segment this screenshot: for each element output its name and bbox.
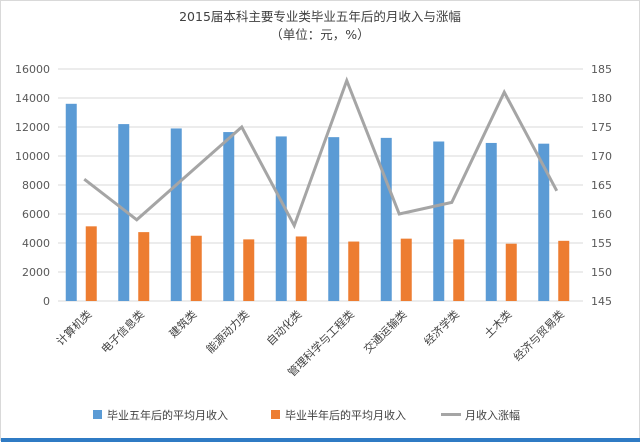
category-label: 自动化类 <box>263 307 304 348</box>
left-tick-label: 2000 <box>22 266 50 279</box>
right-tick-label: 165 <box>591 179 612 192</box>
right-tick-label: 155 <box>591 237 612 250</box>
bar-five-year-income <box>328 137 340 301</box>
right-tick-label: 175 <box>591 121 612 134</box>
category-label: 计算机类 <box>53 307 94 348</box>
gridlines <box>58 68 583 302</box>
right-tick-label: 185 <box>591 63 612 76</box>
bar-half-year-income <box>348 241 360 301</box>
left-tick-label: 14000 <box>15 92 50 105</box>
right-axis-ticks: 145 150 155 160 165 170 175 180 185 <box>591 63 612 308</box>
left-tick-label: 0 <box>43 295 50 308</box>
bottom-accent-strip <box>1 438 640 442</box>
bar-five-year-income <box>170 128 182 301</box>
category-label: 交通运输类 <box>361 307 410 356</box>
bars <box>65 103 570 301</box>
left-tick-label: 4000 <box>22 237 50 250</box>
bar-half-year-income <box>190 235 202 301</box>
left-tick-label: 16000 <box>15 63 50 76</box>
legend-five-year-swatch <box>93 410 102 419</box>
left-tick-label: 12000 <box>15 121 50 134</box>
legend-half-year-label: 毕业半年后的平均月收入 <box>285 408 406 422</box>
bar-half-year-income <box>295 236 307 301</box>
bar-five-year-income <box>275 136 287 301</box>
category-label: 经济与贸易类 <box>510 307 567 364</box>
bar-five-year-income <box>538 143 550 301</box>
bar-five-year-income <box>223 132 235 301</box>
right-tick-label: 150 <box>591 266 612 279</box>
bar-half-year-income <box>243 239 255 301</box>
chart-title: 2015届本科主要专业类毕业五年后的月收入与涨幅 <box>179 9 461 24</box>
right-tick-label: 145 <box>591 295 612 308</box>
chart-subtitle: （单位：元，%） <box>270 27 369 42</box>
left-axis-ticks: 0 2000 4000 6000 8000 10000 12000 14000 16000 <box>15 63 50 308</box>
bar-five-year-income <box>65 103 77 301</box>
left-tick-label: 10000 <box>15 150 50 163</box>
category-label: 土木类 <box>481 307 514 340</box>
legend-half-year-swatch <box>271 410 280 419</box>
bar-half-year-income <box>453 239 465 301</box>
bar-five-year-income <box>380 137 392 301</box>
bar-half-year-income <box>505 243 517 301</box>
category-label: 建筑类 <box>166 307 199 340</box>
legend-five-year-label: 毕业五年后的平均月收入 <box>107 408 228 422</box>
right-tick-label: 180 <box>591 92 612 105</box>
bar-five-year-income <box>118 124 130 301</box>
bar-five-year-income <box>485 142 497 301</box>
category-label: 经济学类 <box>421 307 462 348</box>
line-series <box>83 76 559 230</box>
bar-half-year-income <box>400 238 412 301</box>
right-tick-label: 170 <box>591 150 612 163</box>
left-tick-label: 8000 <box>22 179 50 192</box>
bar-half-year-income <box>558 240 570 301</box>
legend: 毕业五年后的平均月收入 毕业半年后的平均月收入 月收入涨幅 <box>93 408 520 422</box>
legend-growth-label: 月收入涨幅 <box>465 408 520 422</box>
bar-half-year-income <box>138 232 150 301</box>
left-tick-label: 6000 <box>22 208 50 221</box>
category-label: 电子信息类 <box>98 307 147 356</box>
bar-five-year-income <box>433 141 445 301</box>
line-income-growth <box>83 76 559 230</box>
bar-half-year-income <box>85 226 97 301</box>
right-tick-label: 160 <box>591 208 612 221</box>
category-label: 能源动力类 <box>203 307 252 356</box>
